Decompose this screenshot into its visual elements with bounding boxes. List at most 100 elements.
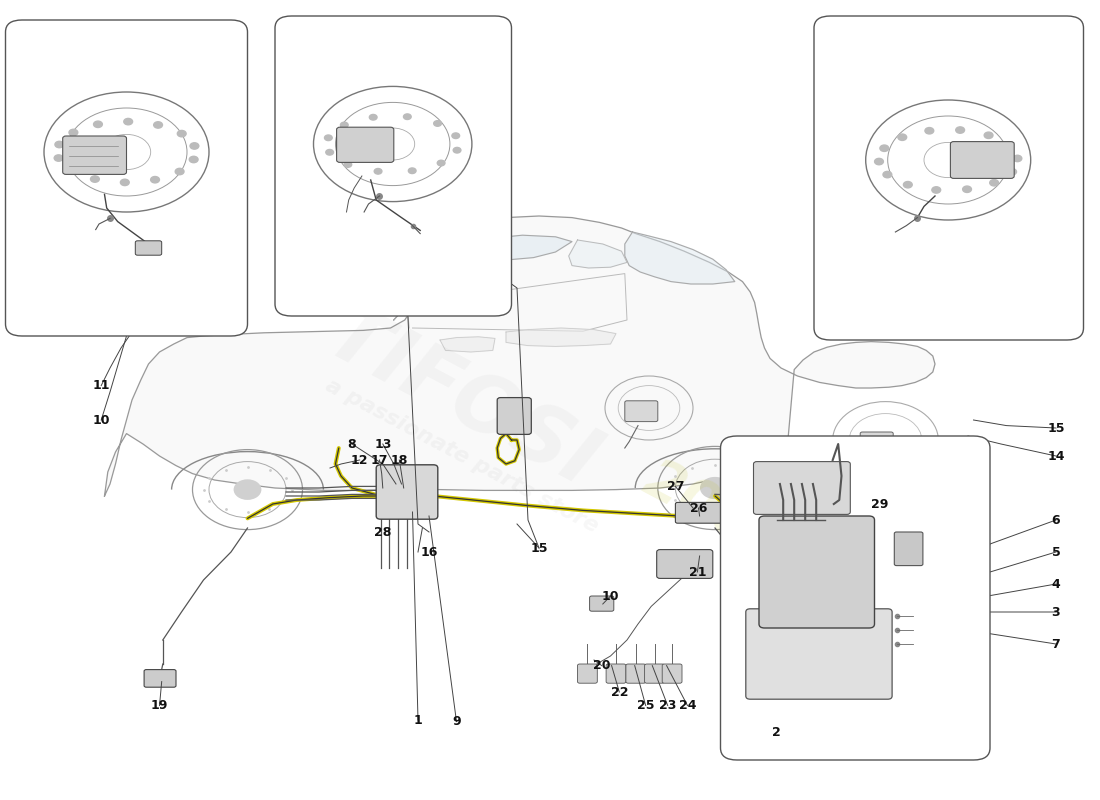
Circle shape [344,162,352,167]
Circle shape [234,480,261,499]
Circle shape [90,176,99,182]
Circle shape [54,155,63,162]
Circle shape [880,145,889,151]
Text: 14: 14 [1047,450,1065,462]
Circle shape [67,167,76,174]
Text: 2: 2 [772,726,781,738]
FancyBboxPatch shape [894,532,923,566]
Circle shape [175,168,184,174]
Polygon shape [569,240,627,268]
Circle shape [151,177,160,183]
Text: 8: 8 [348,438,356,450]
FancyBboxPatch shape [746,609,892,699]
FancyBboxPatch shape [606,664,626,683]
Text: 20: 20 [593,659,611,672]
Circle shape [925,127,934,134]
Text: 11: 11 [92,379,110,392]
Text: 15: 15 [1047,422,1065,434]
Text: 16: 16 [420,546,438,558]
Circle shape [177,130,186,137]
Text: 17: 17 [371,454,388,466]
Text: 28: 28 [374,526,392,538]
Text: 3: 3 [1052,606,1060,618]
FancyBboxPatch shape [645,664,664,683]
Text: 15: 15 [530,542,548,554]
Circle shape [69,130,78,136]
FancyBboxPatch shape [625,401,658,422]
Circle shape [374,169,382,174]
Text: 22: 22 [610,686,628,698]
Circle shape [120,179,129,186]
Circle shape [1008,169,1016,175]
FancyBboxPatch shape [860,432,893,453]
Polygon shape [440,337,495,352]
FancyBboxPatch shape [950,142,1014,178]
Circle shape [701,478,729,498]
Circle shape [898,134,906,141]
FancyBboxPatch shape [144,670,176,687]
Text: 7: 7 [1052,638,1060,650]
Circle shape [433,121,441,126]
Text: TIFOSI: TIFOSI [312,296,612,504]
Circle shape [124,118,133,125]
Text: 29: 29 [871,498,889,510]
Circle shape [55,142,64,148]
FancyBboxPatch shape [337,127,394,162]
Text: 6: 6 [1052,514,1060,526]
FancyBboxPatch shape [675,502,724,523]
Circle shape [1004,142,1013,149]
FancyBboxPatch shape [63,136,126,174]
FancyBboxPatch shape [6,20,248,336]
Text: 26: 26 [690,502,707,514]
Polygon shape [625,232,735,284]
Circle shape [189,156,198,162]
FancyBboxPatch shape [754,462,850,514]
FancyBboxPatch shape [759,516,874,628]
Circle shape [453,147,461,153]
Text: 25: 25 [637,699,654,712]
FancyBboxPatch shape [376,465,438,519]
FancyBboxPatch shape [657,550,713,578]
Polygon shape [104,216,935,496]
Text: 13: 13 [374,438,392,450]
Circle shape [452,133,460,138]
FancyBboxPatch shape [275,16,512,316]
Text: 10: 10 [602,590,619,602]
Circle shape [984,132,993,138]
Circle shape [932,186,940,193]
Text: a passionate parts store: a passionate parts store [322,375,602,537]
Polygon shape [506,328,616,346]
Circle shape [190,142,199,149]
Text: 27: 27 [667,480,684,493]
FancyBboxPatch shape [814,16,1084,340]
Text: 12: 12 [351,454,369,466]
FancyBboxPatch shape [135,241,162,255]
Text: 24: 24 [679,699,696,712]
Polygon shape [394,235,572,320]
Circle shape [956,127,965,134]
Circle shape [94,121,102,127]
FancyBboxPatch shape [662,664,682,683]
Circle shape [874,158,883,165]
FancyBboxPatch shape [626,664,646,683]
Text: 4: 4 [1052,578,1060,590]
FancyBboxPatch shape [497,398,531,434]
FancyBboxPatch shape [590,596,614,611]
Circle shape [962,186,971,193]
Circle shape [324,135,332,141]
Circle shape [883,171,892,178]
FancyBboxPatch shape [578,664,597,683]
Text: 23: 23 [659,699,676,712]
Circle shape [154,122,163,128]
Circle shape [903,182,912,188]
Circle shape [990,179,999,186]
Text: 21: 21 [689,566,706,578]
Text: 19: 19 [151,699,168,712]
Text: 9: 9 [452,715,461,728]
Circle shape [1013,155,1022,162]
Circle shape [326,150,333,155]
Circle shape [404,114,411,119]
Circle shape [408,168,416,174]
FancyBboxPatch shape [720,436,990,760]
Text: 18: 18 [390,454,408,466]
